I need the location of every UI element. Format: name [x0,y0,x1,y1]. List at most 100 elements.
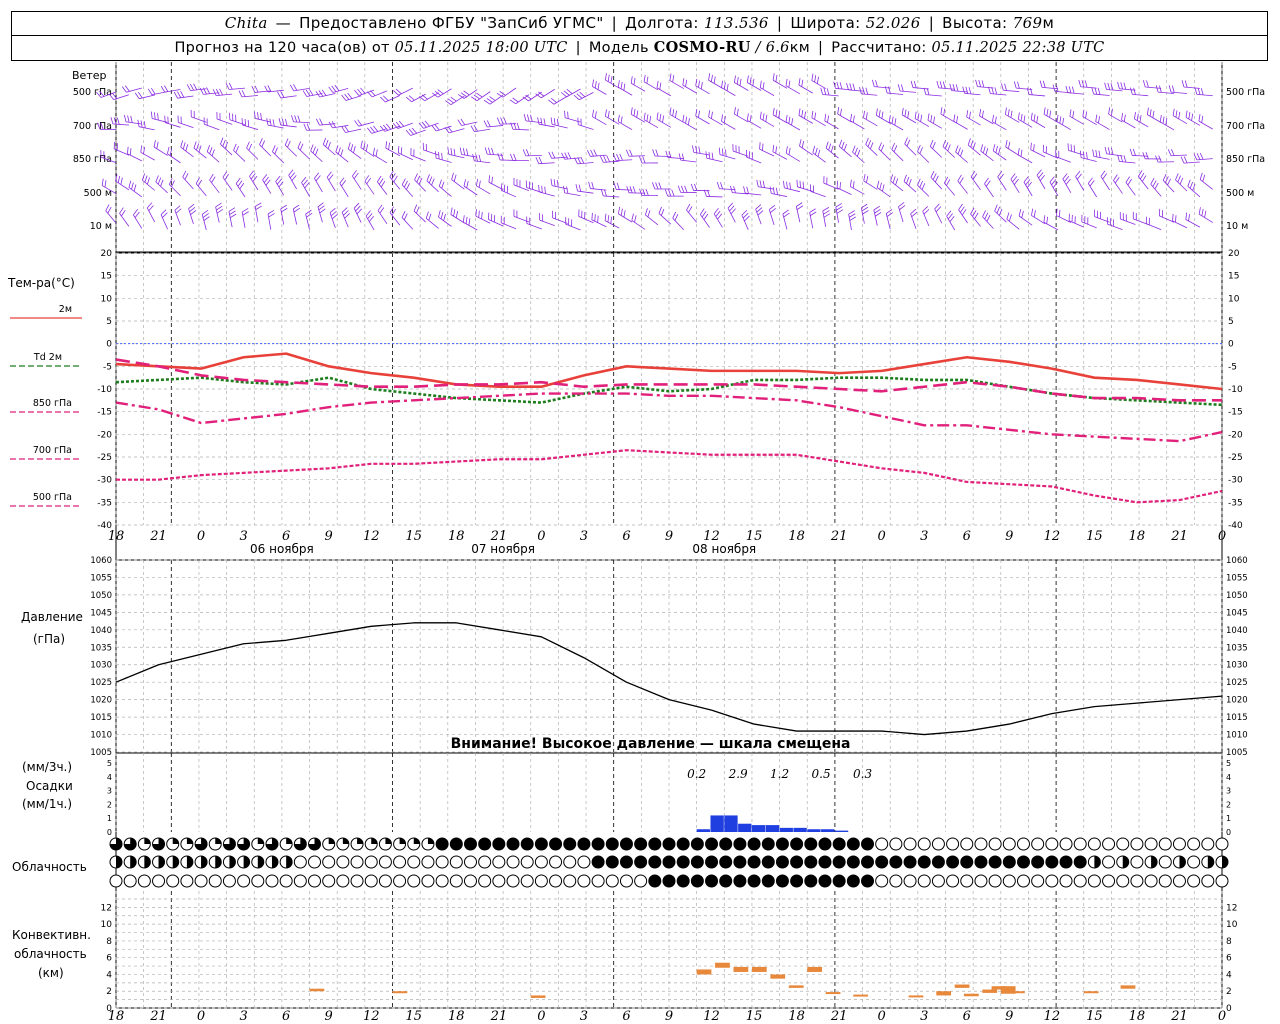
wind-barb-staff [946,215,956,231]
conv-cloud-bar [733,966,749,972]
wind-barb-staff [1023,181,1033,197]
wind-barb-staff [314,178,323,193]
wind-barb-flag [1168,85,1172,93]
wind-barb-flag [389,206,394,213]
wind-barb-flag [564,152,569,160]
wind-barb-flag [856,149,861,157]
wind-barb-flag [922,206,929,212]
wind-barb-flag [1138,170,1143,177]
cloud-circle-outline [364,874,378,888]
wind-barb-staff [501,190,517,198]
wind-barb [140,145,155,161]
wind-barb-flag [272,145,276,152]
wind-barb-flag [632,186,636,194]
wind-barb-flag [1021,210,1024,218]
wind-barb-flag [686,203,691,211]
wind-barb [526,216,542,230]
wind-barb [860,203,869,224]
wind-barb-flag [840,108,842,116]
time-tick-label: 3 [580,529,588,544]
cloud-circle-outline [1059,874,1073,888]
wind-barb-flag [946,179,951,186]
wind-barb [944,176,956,196]
wind-barb-flag [1107,82,1111,90]
wind-barb-staff [384,125,401,132]
cloud-circle-outline [1031,855,1045,869]
cloud-cover-circle [619,855,633,869]
wind-barb-staff [1018,215,1033,226]
wind-barb-flag [315,90,321,98]
cloud-cover-circle [761,855,775,869]
wind-barb [587,149,607,157]
wind-barb-flag [1123,114,1126,122]
wind-barb-staff [306,93,323,97]
wind-barb-flag [483,99,491,105]
cloud-circle-fill [1151,856,1158,868]
wind-barb-flag [835,203,843,208]
cloud-cover-circle [563,855,577,869]
wind-barb [917,144,930,163]
wind-barb-flag [134,211,140,218]
wind-barb-staff [958,209,968,224]
wind-barb-flag [1033,144,1035,152]
cloud-circle-outline [378,874,392,888]
day-label: 06 ноября [250,542,314,556]
wind-barb-flag [613,182,617,190]
temp-series-line [115,392,1223,443]
wind-barb-staff [605,79,620,89]
wind-barb-flag [206,145,211,152]
wind-barb-flag [953,114,956,122]
wind-barb-flag [509,99,516,105]
time-tick-label: 12 [1044,1009,1061,1024]
wind-barb-flag [675,110,677,118]
wind-barb-flag [113,117,117,125]
wind-barb [812,145,826,163]
wind-barb-flag [317,202,324,208]
cloud-cover-circle [1102,837,1116,851]
cloud-circle-fill [237,838,250,850]
wind-barb-flag [1094,87,1098,95]
cloud-circle-outline [492,855,506,869]
wind-barb-staff [339,183,349,198]
conv-tick-label: 6 [1226,954,1232,964]
wind-barb-staff [1036,174,1046,190]
time-tick-label: 0 [1218,529,1226,544]
wind-barb-flag [112,92,118,99]
wind-barb-flag [137,119,140,127]
wind-barb [497,153,517,161]
cloud-cover-circle [1201,837,1215,851]
cloud-circle-outline [605,837,619,851]
wind-barb [811,110,826,127]
wind-barb-staff [461,121,478,126]
wind-barb-flag [1165,118,1168,126]
cloud-cover-circle [350,837,364,851]
wind-barb-staff [1043,151,1059,159]
cloud-cover-circle [790,855,804,869]
wind-barb-flag [453,209,456,217]
wind-barb-flag [886,209,893,214]
wind-level-label: 500 гПа [1226,87,1265,98]
cloud-circle-fill [158,856,165,868]
wind-barb-staff [267,213,272,230]
wind-barb-flag [1039,80,1043,88]
wind-barb-flag [994,204,998,212]
wind-barb-staff [358,89,375,96]
wind-barb-flag [370,126,376,133]
wind-barb-flag [116,117,120,125]
wind-barb [316,118,336,126]
wind-barb-flag [382,124,389,131]
wind-barb-staff [699,214,710,228]
wind-barb-flag [746,75,749,83]
cloud-circle-outline [861,855,875,869]
wind-barb-flag [1007,109,1010,117]
time-tick-label: 15 [746,1009,763,1024]
wind-barb [186,83,207,92]
wind-barb-staff [891,149,904,162]
wind-barb [389,206,401,226]
cloud-cover-circle [1215,837,1229,851]
wind-barb-flag [873,205,880,211]
wind-barb-flag [695,145,698,153]
wind-barb-flag [1172,108,1175,116]
cloud-cover-circle [251,855,265,869]
cloud-circle-outline [1144,837,1158,851]
